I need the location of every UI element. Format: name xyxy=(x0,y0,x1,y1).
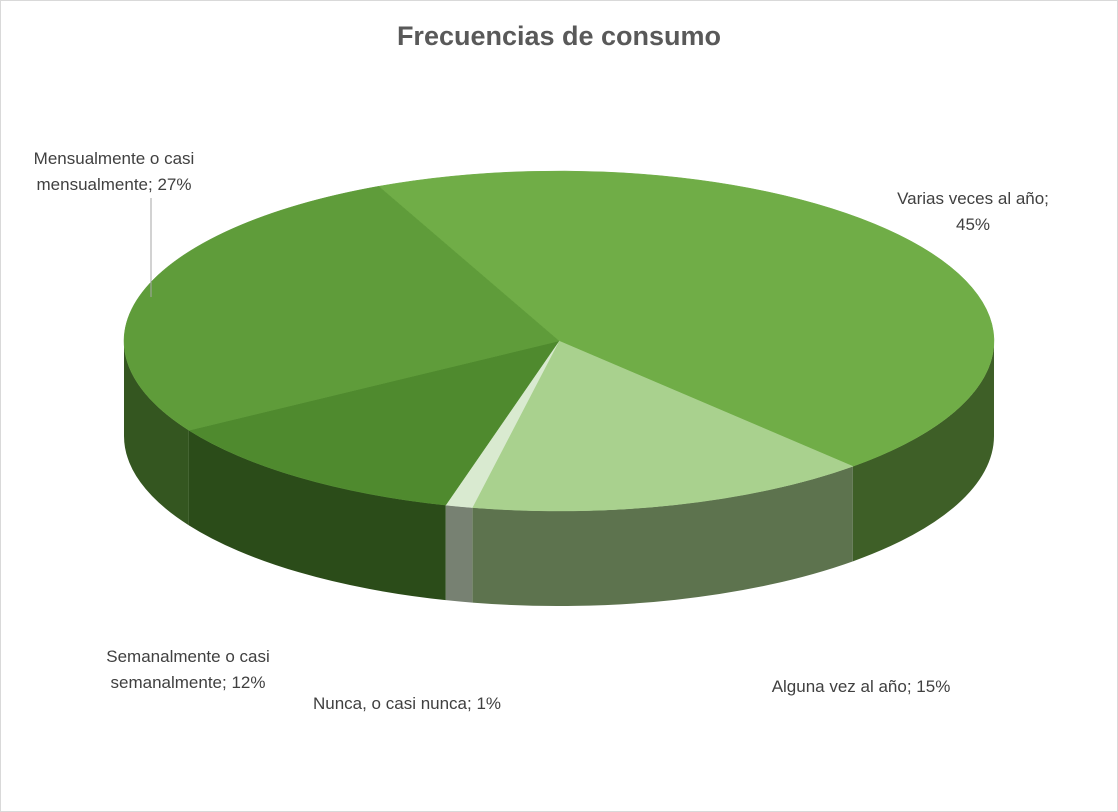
data-label: Alguna vez al año; 15% xyxy=(771,677,951,696)
data-label: Varias veces al año; 45% xyxy=(897,189,1049,234)
chart-title: Frecuencias de consumo xyxy=(396,21,722,51)
slice-side xyxy=(445,505,473,603)
slice xyxy=(471,340,854,512)
slice xyxy=(123,186,560,431)
slice xyxy=(378,170,995,467)
slice-side xyxy=(472,466,853,606)
data-label: Semanalmente o casi semanalmente; 12% xyxy=(106,647,270,692)
slice xyxy=(188,340,560,506)
data-label: Mensualmente o casi mensualmente; 27% xyxy=(33,149,195,194)
slice-side xyxy=(188,430,446,601)
slice-side xyxy=(852,341,995,562)
data-label: Nunca, o casi nunca; 1% xyxy=(312,694,502,713)
